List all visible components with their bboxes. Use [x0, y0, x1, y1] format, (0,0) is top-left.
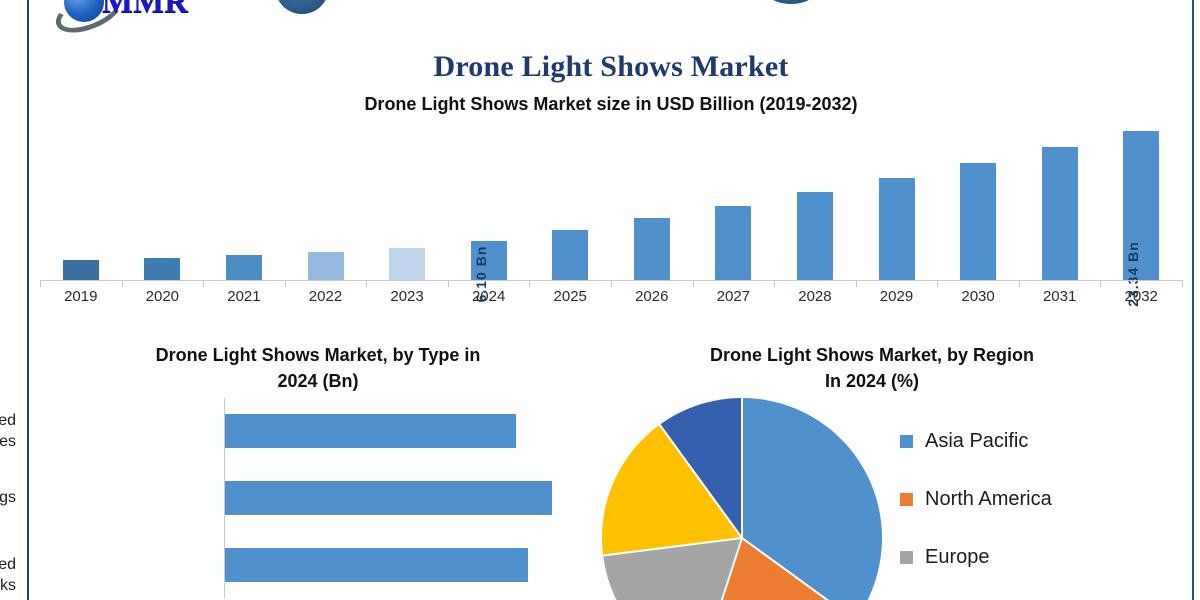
market-by-region-title-line1: Drone Light Shows Market, by Region	[709, 345, 1035, 365]
x-label-2028: 2028	[798, 288, 832, 305]
market-by-type-title-line1: Drone Light Shows Market, by Type in	[155, 345, 481, 365]
mmr-logo-text: MMR	[102, 0, 189, 20]
bar-2022	[307, 252, 344, 280]
bar-2020	[144, 258, 181, 280]
x-tick	[529, 280, 531, 287]
x-tick	[1100, 280, 1102, 287]
hbar-animated-sculptures	[225, 414, 516, 449]
pie-slice-divider	[741, 398, 743, 538]
bar-2030	[960, 163, 997, 280]
hbar-drone-paintings	[225, 481, 552, 515]
hbar-category-label: Drone-launchedFireworks	[0, 555, 16, 594]
market-by-region-chart-title: Drone Light Shows Market, by Region In 2…	[612, 342, 1132, 394]
hbar-drone-launched	[225, 547, 528, 582]
market-by-type-y-axis	[224, 398, 225, 598]
legend-label: North America	[925, 487, 1052, 510]
market-size-chart-title: Drone Light Shows Market size in USD Bil…	[364, 94, 858, 114]
legend-swatch	[900, 550, 913, 564]
market-size-plot-area: 6.10 Bn 23.34 Bn	[40, 120, 1182, 307]
header-strip: MMR Shows Market in 2024. 2024-2032	[28, 0, 1194, 41]
legend-label: Asia Pacific	[925, 429, 1029, 452]
x-label-2024: 2024	[471, 288, 506, 305]
page-title: Drone Light Shows Market	[433, 50, 789, 83]
x-tick	[366, 280, 368, 287]
legend-item-north-america[interactable]: North America	[900, 470, 1190, 528]
x-label-2027: 2027	[716, 288, 751, 305]
legend-swatch	[900, 434, 913, 448]
legend-swatch	[900, 492, 913, 506]
bar-2028	[796, 192, 833, 280]
x-tick	[1182, 280, 1183, 287]
frame-border-right	[1192, 0, 1194, 600]
legend-item-middle-east-and-africa[interactable]: Middle East and Africa	[900, 586, 1190, 600]
bar-2027	[715, 206, 752, 280]
bar-2026	[633, 218, 670, 280]
globe-icon	[50, 0, 128, 41]
bar-2025	[552, 230, 589, 280]
frame-border-left	[27, 0, 29, 600]
market-size-x-axis	[40, 280, 1183, 287]
region-pie-wrap	[602, 398, 892, 600]
bar-2029	[878, 178, 915, 280]
x-tick	[937, 280, 939, 287]
legend-item-europe[interactable]: Europe	[900, 528, 1190, 586]
bar-2024: 6.10 Bn	[470, 241, 507, 302]
x-tick	[611, 280, 612, 287]
drone-badge-icon	[275, 0, 329, 14]
bar-2021	[225, 255, 262, 280]
market-by-region-chart: Drone Light Shows Market, by Region In 2…	[602, 336, 1194, 600]
x-tick	[1018, 280, 1020, 287]
x-label-2029: 2029	[879, 288, 914, 305]
x-label-2032: 2032	[1124, 288, 1158, 305]
bar-2031	[1041, 147, 1078, 280]
x-label-2021: 2021	[227, 288, 261, 305]
market-size-x-tick-labels: 2019 2020 2021 2022 2023 2024 2025 2026 2027 2028…	[40, 288, 1182, 312]
x-label-2020: 2020	[145, 288, 180, 305]
bar-2019	[62, 260, 99, 280]
bar-2032: 23.34 Bn	[1123, 131, 1160, 307]
hbar-category-label: Drone Paintings	[0, 489, 16, 506]
market-by-type-chart-title: Drone Light Shows Market, by Type in 202…	[38, 342, 598, 394]
market-by-type-plot-area: AnimatedSculptures Drone Paintings Drone-l…	[0, 398, 604, 598]
x-tick	[121, 280, 123, 287]
x-label-2031: 2031	[1042, 288, 1077, 305]
x-label-2023: 2023	[390, 288, 424, 305]
market-size-chart: Drone Light Shows Market size in USD Bil…	[28, 94, 1194, 309]
x-tick	[855, 280, 857, 287]
x-label-2030: 2030	[961, 288, 995, 305]
x-label-2025: 2025	[553, 288, 587, 305]
bar-2023	[389, 248, 426, 280]
legend-label: Europe	[925, 545, 990, 568]
market-by-type-chart: Drone Light Shows Market, by Type in 202…	[0, 336, 608, 600]
market-by-region-title-line2: In 2024 (%)	[824, 371, 920, 391]
x-label-2019: 2019	[64, 288, 98, 305]
drone-badge-secondary-icon	[758, 0, 824, 4]
region-pie-legend: Asia Pacific North America Europe Middle Ea…	[900, 412, 1190, 600]
x-label-2022: 2022	[308, 288, 343, 305]
x-tick	[447, 280, 449, 287]
x-tick	[203, 280, 205, 287]
legend-item-asia-pacific[interactable]: Asia Pacific	[900, 412, 1190, 470]
x-tick	[774, 280, 776, 287]
x-tick	[40, 280, 41, 287]
x-label-2026: 2026	[635, 288, 669, 305]
hbar-category-label: AnimatedSculptures	[0, 412, 16, 451]
market-by-type-title-line2: 2024 (Bn)	[277, 371, 359, 391]
mmr-logo: MMR	[50, 0, 250, 41]
x-tick	[692, 280, 694, 287]
x-tick	[284, 280, 286, 287]
